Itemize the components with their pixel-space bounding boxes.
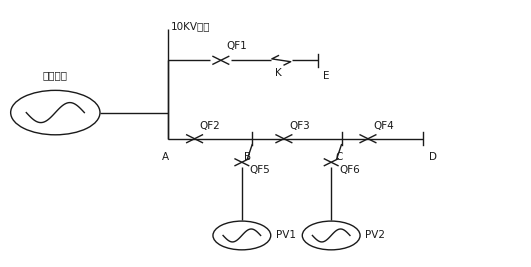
Text: B: B xyxy=(244,152,251,162)
Text: QF2: QF2 xyxy=(200,121,220,131)
Text: QF6: QF6 xyxy=(339,165,360,175)
Text: E: E xyxy=(323,71,330,81)
Text: 10KV母线: 10KV母线 xyxy=(171,21,210,31)
Text: QF3: QF3 xyxy=(289,121,310,131)
Text: A: A xyxy=(162,152,169,162)
Text: C: C xyxy=(336,152,342,162)
Text: K: K xyxy=(275,68,282,78)
Text: QF1: QF1 xyxy=(226,41,247,51)
Text: QF5: QF5 xyxy=(250,165,270,175)
Text: QF4: QF4 xyxy=(373,121,394,131)
Text: 系统电源: 系统电源 xyxy=(43,70,68,80)
Text: PV1: PV1 xyxy=(276,230,296,241)
Text: D: D xyxy=(430,152,438,162)
Text: PV2: PV2 xyxy=(365,230,386,241)
